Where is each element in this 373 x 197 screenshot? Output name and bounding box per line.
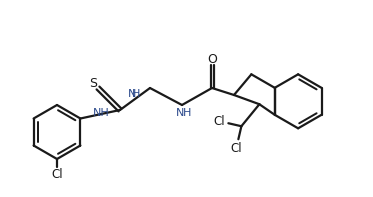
Text: N: N	[128, 89, 136, 99]
Text: H: H	[132, 89, 140, 99]
Text: O: O	[207, 52, 217, 65]
Text: S: S	[89, 76, 97, 89]
Text: Cl: Cl	[214, 115, 225, 128]
Text: NH: NH	[93, 108, 110, 118]
Text: N: N	[176, 108, 184, 118]
Text: Cl: Cl	[51, 167, 63, 180]
Text: Cl: Cl	[231, 142, 242, 155]
Text: H: H	[183, 108, 191, 118]
